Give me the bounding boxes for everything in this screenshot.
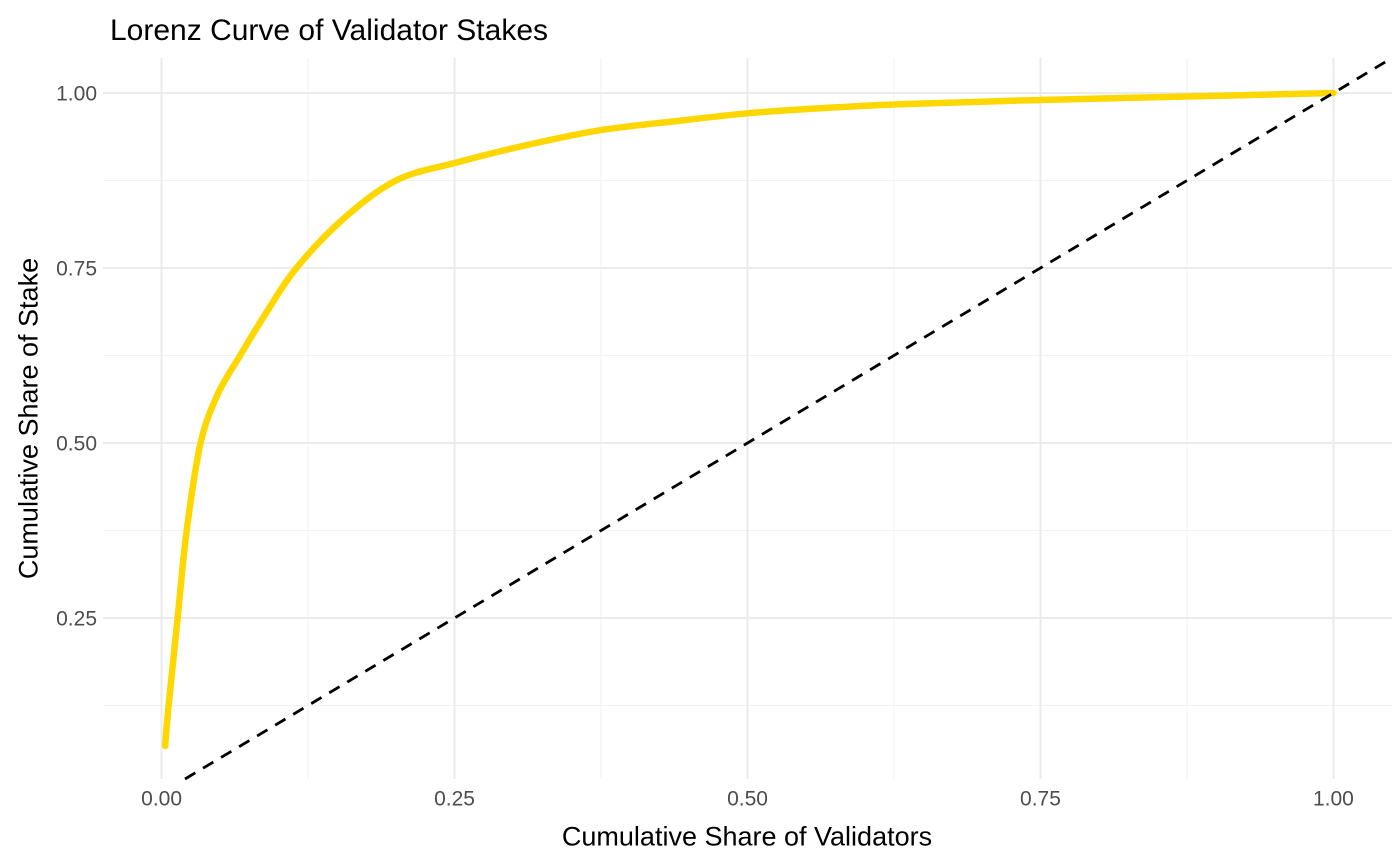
x-tick-label: 1.00 (1313, 787, 1354, 810)
x-tick-label: 0.25 (434, 787, 475, 810)
y-tick-label: 0.25 (56, 607, 97, 630)
chart-title: Lorenz Curve of Validator Stakes (110, 14, 548, 47)
x-tick-label: 0.75 (1020, 787, 1061, 810)
x-tick-label: 0.50 (727, 787, 768, 810)
x-axis-tick-labels: 0.00 0.25 0.50 0.75 1.00 (141, 787, 1354, 810)
lorenz-curve (161, 89, 1337, 750)
equality-line (184, 56, 1393, 781)
y-tick-label: 1.00 (56, 82, 97, 105)
x-axis-title: Cumulative Share of Validators (562, 821, 932, 851)
y-tick-label: 0.75 (56, 257, 97, 280)
y-axis-title: Cumulative Share of Stake (13, 258, 43, 579)
y-tick-label: 0.50 (56, 432, 97, 455)
y-axis-tick-labels: 0.25 0.50 0.75 1.00 (56, 82, 97, 630)
grid-major-lines (103, 58, 1392, 779)
x-tick-label: 0.00 (141, 787, 182, 810)
chart-series (161, 56, 1393, 781)
